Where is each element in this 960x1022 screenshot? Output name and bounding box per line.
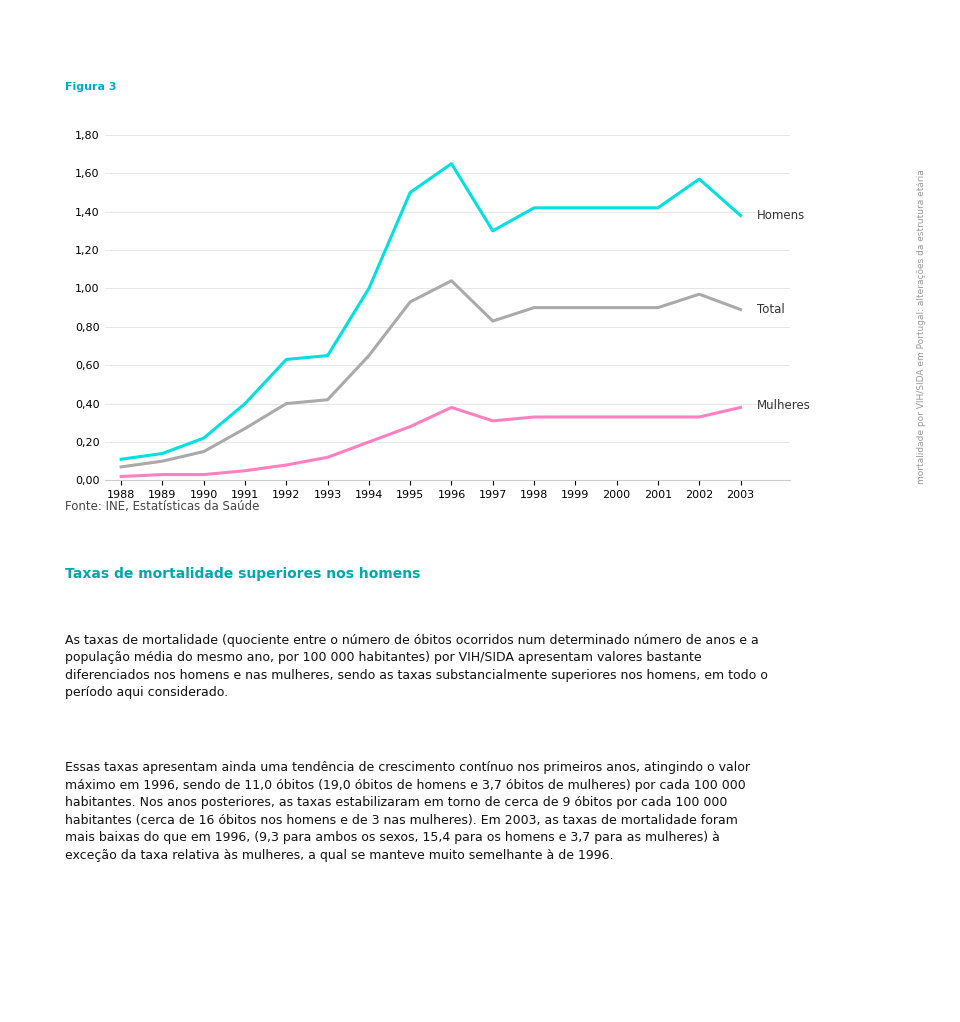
Text: mortalidade por VIH/SIDA em Portugal: alterações da estrutura etária: mortalidade por VIH/SIDA em Portugal: al… [917,170,926,484]
Text: Figura 3: Figura 3 [65,82,117,92]
Text: As taxas de mortalidade (quociente entre o número de óbitos ocorridos num determ: As taxas de mortalidade (quociente entre… [65,634,768,699]
Text: Homens: Homens [757,210,805,222]
Text: 7 3: 7 3 [909,28,946,47]
Text: Fonte: INE, Estatísticas da Saúde: Fonte: INE, Estatísticas da Saúde [65,500,259,513]
Text: Taxas de mortalidade superiores nos homens: Taxas de mortalidade superiores nos home… [65,567,420,582]
Text: Evolução percentual dos óbitos por VIH/SIDA, Portugal (1988-2003): Evolução percentual dos óbitos por VIH/S… [183,102,691,114]
Text: Mulheres: Mulheres [757,399,811,412]
Text: Total: Total [757,304,784,316]
Text: A: A [911,586,924,604]
Text: Essas taxas apresentam ainda uma tendência de crescimento contínuo nos primeiros: Essas taxas apresentam ainda uma tendênc… [65,761,751,862]
